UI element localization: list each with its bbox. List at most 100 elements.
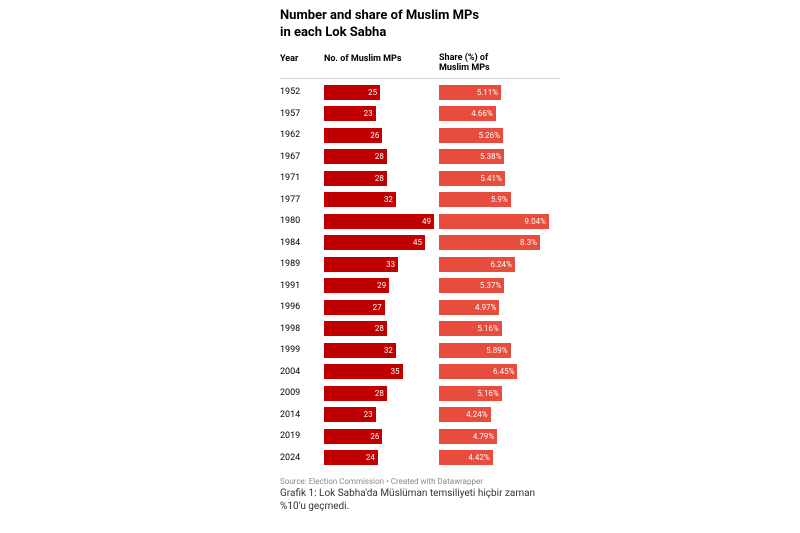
share-bar-cell: 5.37%: [439, 278, 560, 293]
table-row: 1989336.24%: [280, 254, 560, 276]
share-bar: 9.04%: [439, 214, 549, 229]
share-bar-cell: 8.3%: [439, 235, 560, 250]
header-count: No. of Muslim MPs: [324, 54, 439, 74]
count-bar-label: 28: [375, 389, 384, 398]
table-row: 1952255.11%: [280, 82, 560, 104]
year-cell: 2014: [280, 410, 324, 420]
year-cell: 1977: [280, 195, 324, 205]
table-row: 1962 26 5.26%: [280, 125, 560, 147]
count-bar-cell: 32: [324, 343, 439, 358]
year-cell: 1991: [280, 281, 324, 291]
share-bar: 5.16%: [439, 386, 502, 401]
share-bar-cell: 5.41%: [439, 171, 560, 186]
header-share: Share (%) of Muslim MPs: [439, 54, 560, 74]
count-bar: 28: [324, 321, 387, 336]
count-bar: 23: [324, 106, 376, 121]
count-bar: 27: [324, 300, 385, 315]
share-bar-label: 5.16%: [477, 324, 498, 333]
count-bar: 45: [324, 235, 425, 250]
table-row: 1967 28 5.38%: [280, 146, 560, 168]
count-bar: 32: [324, 192, 396, 207]
year-cell: 1999: [280, 345, 324, 355]
table-row: 202424 4.42%: [280, 447, 560, 469]
share-bar-label: 5.41%: [480, 174, 501, 183]
count-bar-label: 28: [375, 152, 384, 161]
table-row: 1984458.3%: [280, 232, 560, 254]
year-cell: 1967: [280, 152, 324, 162]
count-bar-cell: 26: [324, 128, 439, 143]
count-bar: 28: [324, 386, 387, 401]
table-row: 1998285.16%: [280, 318, 560, 340]
year-cell: 2019: [280, 431, 324, 441]
count-bar-cell: 33: [324, 257, 439, 272]
share-bar-cell: 9.04%: [439, 214, 560, 229]
chart-title-line1: Number and share of Muslim MPs: [280, 8, 479, 23]
year-cell: 2009: [280, 388, 324, 398]
share-bar-cell: 5.16%: [439, 386, 560, 401]
count-bar-cell: 25: [324, 85, 439, 100]
share-bar-cell: 4.24%: [439, 407, 560, 422]
count-bar-cell: 28: [324, 171, 439, 186]
figure-caption: Grafik 1: Lok Sabha'da Müslüman temsiliy…: [280, 487, 560, 513]
count-bar: 49: [324, 214, 434, 229]
chart-title-line2: in each Lok Sabha: [280, 25, 386, 40]
count-bar: 32: [324, 343, 396, 358]
share-bar-cell: 6.24%: [439, 257, 560, 272]
share-bar: 5.89%: [439, 343, 511, 358]
share-bar-cell: 5.11%: [439, 85, 560, 100]
share-bar-label: 4.79%: [473, 432, 494, 441]
count-bar-cell: 28: [324, 321, 439, 336]
count-bar-label: 26: [370, 432, 379, 441]
table-row: 1980499.04%: [280, 211, 560, 233]
year-cell: 1957: [280, 109, 324, 119]
share-bar: 5.16%: [439, 321, 502, 336]
table-row: 1971285.41%: [280, 168, 560, 190]
count-bar-label: 32: [384, 346, 393, 355]
table-row: 2019 26 4.79%: [280, 426, 560, 448]
count-bar-label: 26: [370, 131, 379, 140]
share-bar-label: 5.9%: [491, 195, 508, 204]
table-row: 2009 28 5.16%: [280, 383, 560, 405]
share-bar: 4.24%: [439, 407, 491, 422]
share-bar-cell: 5.9%: [439, 192, 560, 207]
table-row: 2004356.45%: [280, 361, 560, 383]
share-bar: 4.97%: [439, 300, 499, 315]
count-bar-cell: 49: [324, 214, 439, 229]
count-bar-cell: 24: [324, 450, 439, 465]
share-bar-cell: 4.66%: [439, 106, 560, 121]
share-bar: 5.26%: [439, 128, 503, 143]
count-bar-label: 27: [373, 303, 382, 312]
share-bar: 5.38%: [439, 149, 504, 164]
page: Number and share of Muslim MPs in each L…: [0, 0, 800, 533]
share-bar-cell: 6.45%: [439, 364, 560, 379]
year-cell: 1996: [280, 302, 324, 312]
share-bar: 5.9%: [439, 192, 511, 207]
share-bar-cell: 4.42%: [439, 450, 560, 465]
share-bar-label: 4.66%: [471, 109, 492, 118]
count-bar-cell: 23: [324, 106, 439, 121]
count-bar: 28: [324, 149, 387, 164]
count-bar: 24: [324, 450, 378, 465]
count-bar-cell: 27: [324, 300, 439, 315]
header-year: Year: [280, 54, 324, 74]
share-bar: 5.37%: [439, 278, 504, 293]
share-bar-label: 4.42%: [468, 453, 489, 462]
share-bar-cell: 4.97%: [439, 300, 560, 315]
share-bar-label: 5.16%: [477, 389, 498, 398]
table-row: 1991295.37%: [280, 275, 560, 297]
table-row: 2014 23 4.24%: [280, 404, 560, 426]
share-bar-label: 5.11%: [477, 88, 498, 97]
share-bar: 6.24%: [439, 257, 515, 272]
count-bar-label: 49: [422, 217, 431, 226]
share-bar: 4.66%: [439, 106, 496, 121]
count-bar-label: 23: [364, 109, 373, 118]
share-bar-cell: 4.79%: [439, 429, 560, 444]
share-bar: 4.42%: [439, 450, 493, 465]
count-bar-label: 23: [364, 410, 373, 419]
year-cell: 2024: [280, 453, 324, 463]
count-bar-cell: 23: [324, 407, 439, 422]
year-cell: 1962: [280, 130, 324, 140]
table-row: 1999 32 5.89%: [280, 340, 560, 362]
chart-title: Number and share of Muslim MPs in each L…: [280, 8, 560, 42]
table-row: 1957 23 4.66%: [280, 103, 560, 125]
